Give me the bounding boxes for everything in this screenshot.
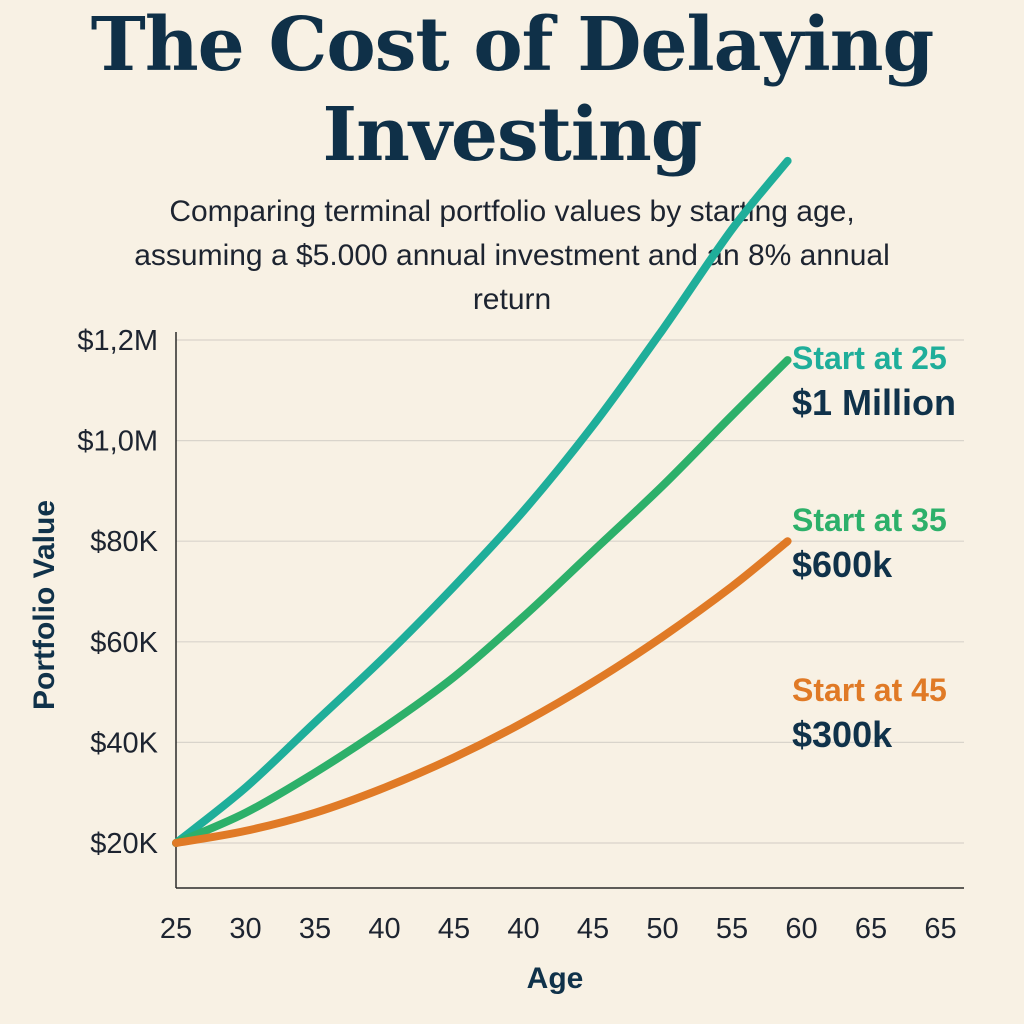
subtitle-line-2: assuming a $5.000 annual investment and … xyxy=(134,239,890,272)
series-line-start-at-35 xyxy=(172,356,792,847)
series-lines xyxy=(172,156,792,847)
x-tick-label: 40 xyxy=(507,913,539,945)
series-value-start-at-25: $1 Million xyxy=(792,382,956,423)
x-tick-label: 25 xyxy=(160,913,192,945)
series-label-start-at-25: Start at 25 xyxy=(792,340,947,376)
x-tick-label: 30 xyxy=(229,913,261,945)
series-value-start-at-35: $600k xyxy=(792,544,893,585)
series-value-start-at-45: $300k xyxy=(792,714,893,755)
axes xyxy=(175,332,964,889)
chart-title-line-2: Investing xyxy=(322,92,703,178)
y-tick-label: $60K xyxy=(90,627,158,659)
y-tick-label: $1,2M xyxy=(77,325,158,357)
x-tick-label: 40 xyxy=(368,913,400,945)
x-tick-label: 55 xyxy=(716,913,748,945)
series-label-start-at-45: Start at 45 xyxy=(792,672,947,708)
x-tick-label: 45 xyxy=(438,913,470,945)
series-annotations: Start at 25 $1 Million Start at 35 $600k Sta… xyxy=(792,340,956,755)
x-tick-label: 65 xyxy=(924,913,956,945)
y-tick-labels: $20K $40K $60K $80K $1,0M $1,2M xyxy=(77,325,158,860)
x-tick-labels: 25 30 35 40 45 40 45 50 55 60 65 65 xyxy=(160,913,957,945)
x-axis-title: Age xyxy=(527,962,584,995)
y-axis-title: Portfolio Value xyxy=(28,500,61,710)
y-tick-label: $40K xyxy=(90,727,158,759)
series-line-start-at-45 xyxy=(172,537,792,847)
x-tick-label: 50 xyxy=(646,913,678,945)
x-tick-label: 65 xyxy=(855,913,887,945)
x-tick-label: 60 xyxy=(785,913,817,945)
chart-title-line-1: The Cost of Delaying xyxy=(90,2,935,88)
y-tick-label: $80K xyxy=(90,526,158,558)
subtitle-line-3: return xyxy=(472,283,552,316)
grid-lines xyxy=(176,339,964,844)
y-tick-label: $1,0M xyxy=(77,426,158,458)
x-tick-label: 45 xyxy=(577,913,609,945)
series-label-start-at-35: Start at 35 xyxy=(792,502,947,538)
series-line-start-at-25 xyxy=(172,156,792,847)
x-tick-label: 35 xyxy=(299,913,331,945)
y-tick-label: $20K xyxy=(90,828,158,860)
